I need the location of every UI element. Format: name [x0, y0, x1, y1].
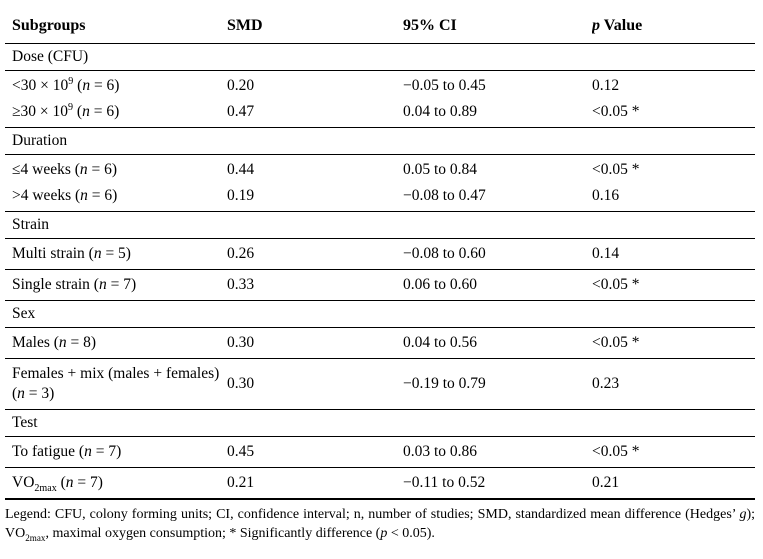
section-row: Test — [5, 409, 755, 437]
ci-value-cell: −0.11 to 0.52 — [403, 467, 592, 500]
data-row: ≤4 weeks (n = 6) 0.44 0.05 to 0.84 <0.05 * — [5, 155, 755, 184]
subgroup-label-cell: <30 × 109 (n = 6) — [12, 75, 120, 94]
ci-value-cell: 0.04 to 0.56 — [403, 327, 592, 359]
table-legend: Legend: CFU, colony forming units; CI, c… — [5, 507, 755, 543]
table-header: Subgroups SMD 95% CI p Value — [5, 9, 755, 44]
data-row: To fatigue (n = 7) 0.45 0.03 to 0.86 <0.05 … — [5, 436, 755, 468]
column-header-smd: SMD — [227, 9, 403, 44]
subgroup-label-cell: Multi strain (n = 5) — [5, 238, 227, 270]
section-row: Sex — [5, 300, 755, 328]
ci-value-cell: 0.05 to 0.84 — [403, 161, 478, 178]
smd-value-cell: 0.33 — [227, 269, 403, 301]
section-row: Dose (CFU) — [5, 43, 755, 71]
section-row: Strain — [5, 211, 755, 239]
subgroup-label-cell: >4 weeks (n = 6) — [5, 183, 227, 212]
p-value-cell: <0.05 * — [592, 327, 755, 359]
subgroup-label-cell: ≥30 × 109 (n = 6) — [5, 99, 227, 128]
ci-value-cell: −0.19 to 0.79 — [403, 358, 592, 410]
smd-value-cell: 0.20 — [227, 77, 255, 94]
p-value-cell: 0.12 — [592, 77, 620, 94]
subgroup-label-cell: Males (n = 8) — [5, 327, 227, 359]
data-row: Multi strain (n = 5) 0.26 −0.08 to 0.60 0.1… — [5, 238, 755, 270]
smd-value-cell: 0.44 — [227, 161, 255, 178]
column-header-ci: 95% CI — [403, 9, 592, 44]
p-value-cell: <0.05 * — [592, 269, 755, 301]
ci-value-cell: −0.05 to 0.45 — [403, 77, 486, 94]
data-row: ≥30 × 109 (n = 6) 0.47 0.04 to 0.89 <0.05 * — [5, 99, 755, 128]
subgroup-label-cell: VO2max (n = 7) — [5, 467, 227, 500]
column-header-subgroups: Subgroups — [5, 9, 227, 44]
ci-value-cell: −0.08 to 0.60 — [403, 238, 592, 270]
smd-value-cell: 0.26 — [227, 238, 403, 270]
section-title: Dose (CFU) — [5, 43, 755, 71]
ci-value-cell: 0.06 to 0.60 — [403, 269, 592, 301]
table-body: Dose (CFU) <30 × 109 (n = 6) 0.20 −0.05 to … — [5, 43, 755, 500]
subgroup-label-cell: ≤4 weeks (n = 6) — [12, 161, 118, 178]
subgroup-label-cell: Females + mix (males + females) (n = 3) — [5, 358, 227, 410]
p-value-cell: <0.05 * — [592, 99, 755, 128]
data-row: VO2max (n = 7) 0.21 −0.11 to 0.52 0.21 — [5, 467, 755, 500]
data-row: Females + mix (males + females) (n = 3) 0… — [5, 358, 755, 410]
ci-value-cell: −0.08 to 0.47 — [403, 183, 592, 212]
section-title: Sex — [5, 300, 755, 328]
column-header-p-value: p Value — [592, 9, 755, 44]
p-value-cell: <0.05 * — [592, 436, 755, 468]
data-row: Males (n = 8) 0.30 0.04 to 0.56 <0.05 * — [5, 327, 755, 359]
smd-value-cell: 0.21 — [227, 467, 403, 500]
p-value-cell: 0.16 — [592, 183, 755, 212]
subgroup-analysis-table: Subgroups SMD 95% CI p Value Dose (CFU) <30 … — [5, 9, 755, 500]
section-row: Duration — [5, 127, 755, 155]
p-value-cell: <0.05 * — [592, 161, 640, 178]
data-row: <30 × 109 (n = 6) 0.20 −0.05 to 0.45 0.12 — [5, 71, 755, 100]
ci-value-cell: 0.03 to 0.86 — [403, 436, 592, 468]
data-row: >4 weeks (n = 6) 0.19 −0.08 to 0.47 0.16 — [5, 183, 755, 212]
subgroup-label-cell: Single strain (n = 7) — [5, 269, 227, 301]
subgroup-label-cell: To fatigue (n = 7) — [5, 436, 227, 468]
smd-value-cell: 0.45 — [227, 436, 403, 468]
p-value-cell: 0.23 — [592, 358, 755, 410]
section-title: Duration — [5, 127, 755, 155]
smd-value-cell: 0.30 — [227, 327, 403, 359]
header-row: Subgroups SMD 95% CI p Value — [5, 9, 755, 44]
smd-value-cell: 0.19 — [227, 183, 403, 212]
data-row: Single strain (n = 7) 0.33 0.06 to 0.60 <0.… — [5, 269, 755, 301]
section-title: Strain — [5, 211, 755, 239]
p-value-cell: 0.21 — [592, 467, 755, 500]
smd-value-cell: 0.47 — [227, 99, 403, 128]
section-title: Test — [5, 409, 755, 437]
p-value-cell: 0.14 — [592, 238, 755, 270]
smd-value-cell: 0.30 — [227, 358, 403, 410]
ci-value-cell: 0.04 to 0.89 — [403, 99, 592, 128]
